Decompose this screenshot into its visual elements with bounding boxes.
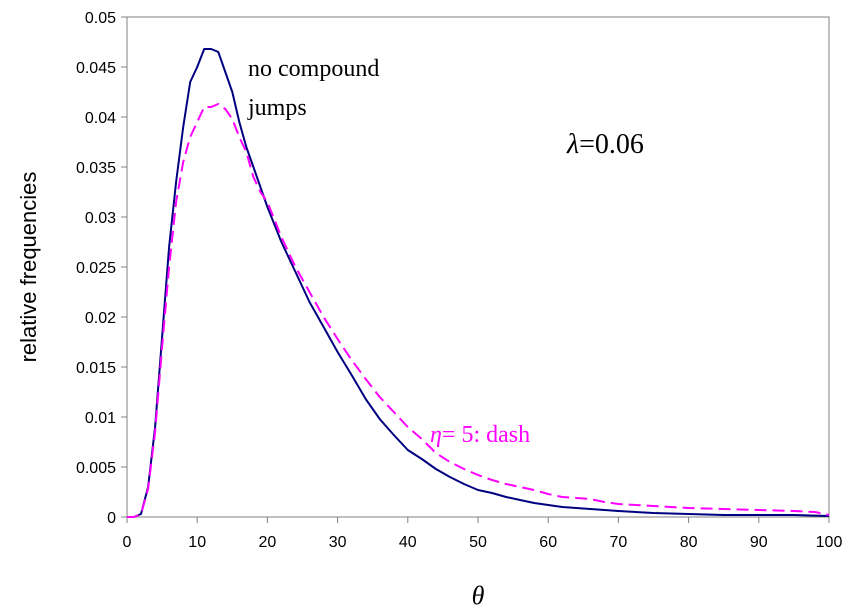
x-tick-label: 90 <box>750 534 768 551</box>
y-tick-label: 0.005 <box>76 460 116 477</box>
x-tick-label: 10 <box>188 534 206 551</box>
solid-series-annotation-line2: jumps <box>247 95 307 121</box>
x-tick-label: 40 <box>399 534 417 551</box>
series-layer <box>127 48 830 518</box>
x-tick-label: 50 <box>469 534 487 551</box>
lambda-symbol: λ <box>566 129 579 160</box>
y-axis-label: relative frequencies <box>16 172 41 363</box>
x-tick-label: 20 <box>259 534 277 551</box>
dashed-series-line <box>127 103 830 518</box>
y-tick-label: 0.015 <box>76 360 116 377</box>
dash-series-annotation: η= 5: dash <box>430 422 530 448</box>
y-tick-label: 0.03 <box>85 210 116 227</box>
x-axis: 0 10 20 30 40 50 60 70 80 90 100 <box>123 517 843 551</box>
x-tick-label: 30 <box>329 534 347 551</box>
y-tick-label: 0.02 <box>85 310 116 327</box>
x-tick-label: 60 <box>539 534 557 551</box>
x-tick-label: 80 <box>680 534 698 551</box>
solid-series-line <box>127 48 830 518</box>
lambda-annotation: λ=0.06 <box>566 129 644 160</box>
solid-series-annotation-line1: no compound <box>248 56 379 82</box>
y-tick-label: 0.05 <box>85 10 116 27</box>
y-tick-label: 0.045 <box>76 60 116 77</box>
y-axis: 0 0.005 0.01 0.015 0.02 0.025 0.03 0.035 0.04 0.0… <box>76 10 127 527</box>
eta-symbol: η <box>430 422 442 448</box>
eta-text: = 5: dash <box>442 422 530 448</box>
y-tick-label: 0.025 <box>76 260 116 277</box>
lambda-value: =0.06 <box>579 129 644 160</box>
x-tick-label: 70 <box>610 534 628 551</box>
y-tick-label: 0.035 <box>76 160 116 177</box>
plot-area <box>126 16 830 518</box>
y-tick-label: 0 <box>107 510 116 527</box>
x-axis-label: θ <box>472 581 485 610</box>
y-tick-label: 0.04 <box>85 110 116 127</box>
x-tick-label: 100 <box>816 534 843 551</box>
y-tick-label: 0.01 <box>85 410 116 427</box>
x-tick-label: 0 <box>123 534 132 551</box>
